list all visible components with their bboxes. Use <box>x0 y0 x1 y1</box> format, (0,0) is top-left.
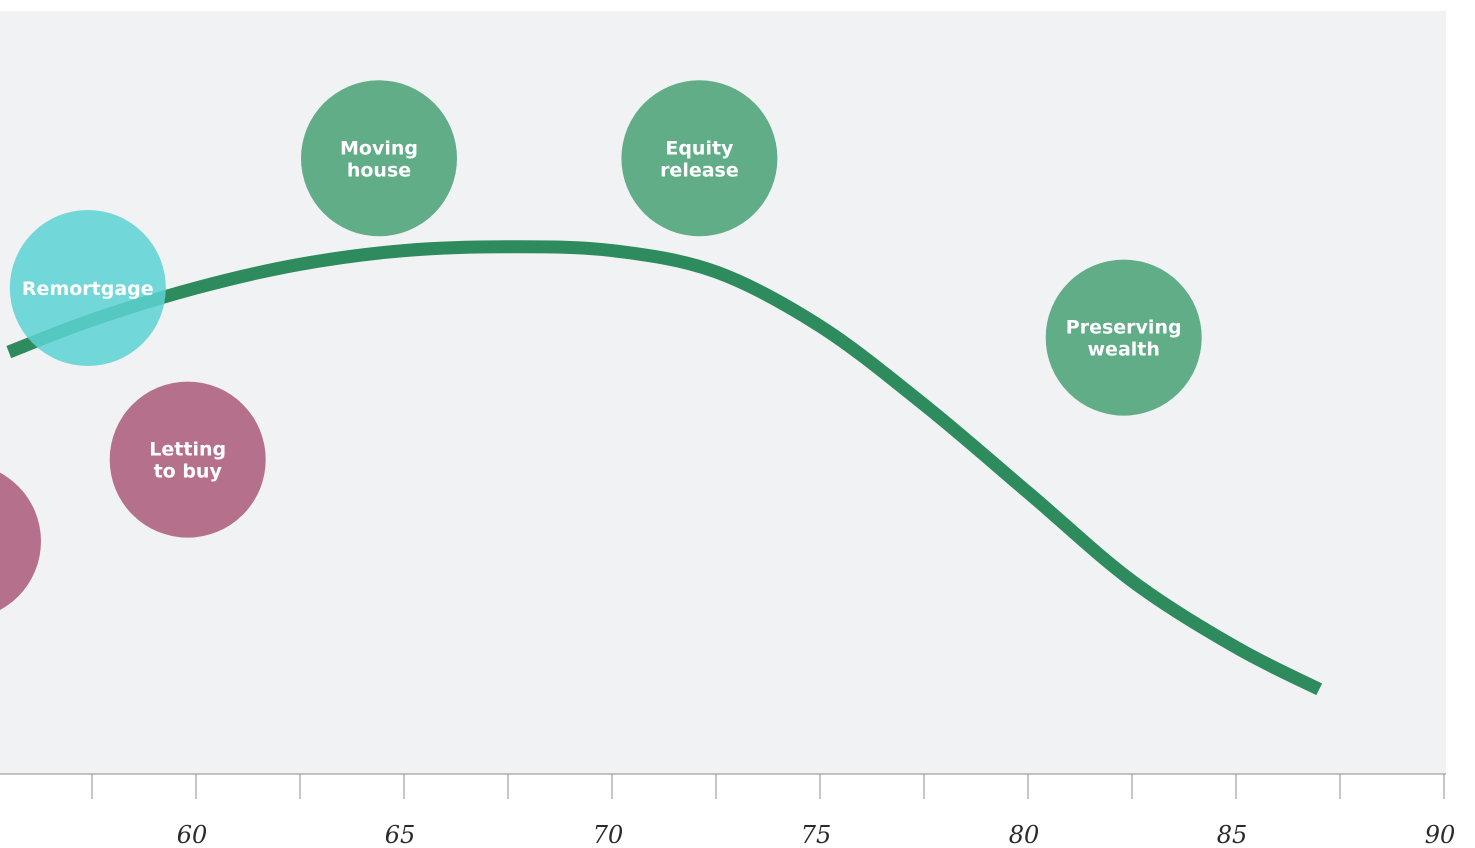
annotation-label-line: Remortgage <box>22 278 154 300</box>
annotation-label: Moving house <box>340 137 418 181</box>
annotation-bubble: Letting to buy <box>109 381 266 538</box>
x-tick-label: 75 <box>801 821 832 848</box>
annotation-circle <box>301 80 457 237</box>
annotation-label-line: Equity <box>665 137 734 159</box>
annotation-label-line: house <box>347 159 411 181</box>
bubble-group-back: Moving house Equity release Letting to buy Pre… <box>0 80 1202 610</box>
annotation-circle <box>621 80 778 237</box>
annotation-label: Remortgage <box>22 278 154 300</box>
x-axis-ticks: 5560657075808590 <box>91 774 1456 848</box>
x-tick-label: 70 <box>593 821 624 848</box>
annotation-bubble: Preserving wealth <box>1045 259 1202 416</box>
annotation-circle <box>9 210 166 366</box>
x-tick-label: 85 <box>1217 821 1248 848</box>
annotation-label-line: wealth <box>1088 339 1160 361</box>
annotation-bubble: Remortgage <box>9 210 166 366</box>
x-tick-label: 90 <box>1425 821 1456 848</box>
annotation-label: Preserving wealth <box>1066 317 1182 361</box>
annotation-circle <box>0 472 41 610</box>
annotation-label: Letting to buy <box>149 439 226 483</box>
annotation-label-line: Moving <box>340 137 418 159</box>
annotation-label-line: Letting <box>149 439 226 461</box>
x-tick-label: 80 <box>1009 821 1040 848</box>
annotation-bubble: Moving house <box>301 80 457 237</box>
series-line <box>6 240 1323 696</box>
annotation-circle <box>1045 259 1202 416</box>
annotation-label: Equity release <box>660 137 739 181</box>
annotation-bubble: Equity release <box>621 80 778 237</box>
annotation-label-line: Preserving <box>1066 317 1182 339</box>
annotation-label-line: to buy <box>154 461 223 483</box>
x-tick-label: 65 <box>385 821 416 848</box>
annotation-bubble <box>0 472 41 610</box>
annotation-circle <box>109 381 266 538</box>
annotation-label-line: release <box>660 159 739 181</box>
bubble-group-front: Remortgage <box>9 210 166 366</box>
x-tick-label: 60 <box>177 821 208 848</box>
